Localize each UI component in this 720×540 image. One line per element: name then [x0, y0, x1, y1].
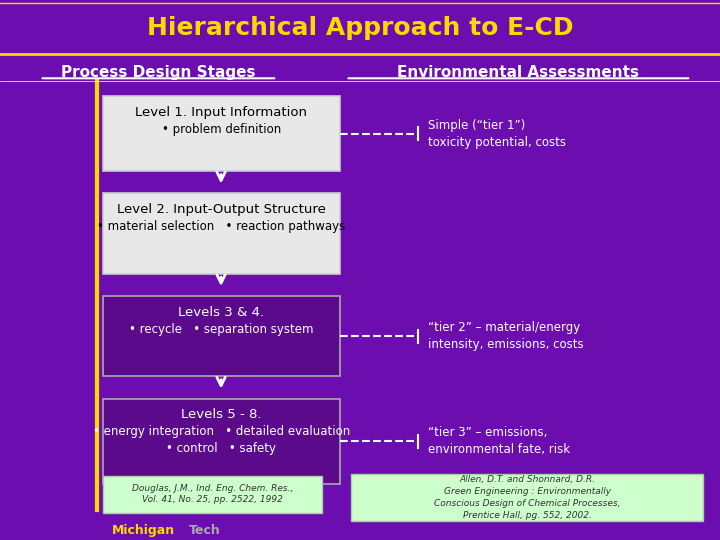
- Text: “tier 3” – emissions,
environmental fate, risk: “tier 3” – emissions, environmental fate…: [428, 427, 570, 456]
- Text: Douglas, J.M., Ind. Eng. Chem. Res.,
Vol. 41, No. 25, pp. 2522, 1992: Douglas, J.M., Ind. Eng. Chem. Res., Vol…: [132, 484, 293, 503]
- Text: Levels 3 & 4.: Levels 3 & 4.: [179, 306, 264, 319]
- Text: Allen, D.T. and Shonnard, D.R.
Green Engineering : Environmentally
Conscious Des: Allen, D.T. and Shonnard, D.R. Green Eng…: [434, 475, 621, 519]
- Text: “tier 2” – material/energy
intensity, emissions, costs: “tier 2” – material/energy intensity, em…: [428, 321, 584, 351]
- FancyBboxPatch shape: [0, 0, 720, 54]
- Text: Michigan: Michigan: [112, 524, 175, 537]
- FancyBboxPatch shape: [103, 96, 340, 171]
- Text: • control   • safety: • control • safety: [166, 442, 276, 455]
- FancyBboxPatch shape: [103, 193, 340, 274]
- Text: Hierarchical Approach to E-CD: Hierarchical Approach to E-CD: [147, 16, 573, 40]
- Text: • energy integration   • detailed evaluation: • energy integration • detailed evaluati…: [93, 426, 350, 438]
- FancyBboxPatch shape: [351, 474, 703, 521]
- Text: • problem definition: • problem definition: [162, 123, 281, 136]
- Text: Environmental Assessments: Environmental Assessments: [397, 65, 639, 80]
- Text: Level 1. Input Information: Level 1. Input Information: [135, 106, 307, 119]
- Text: Level 2. Input-Output Structure: Level 2. Input-Output Structure: [117, 203, 326, 216]
- FancyBboxPatch shape: [103, 399, 340, 484]
- FancyBboxPatch shape: [103, 476, 322, 513]
- Text: Process Design Stages: Process Design Stages: [61, 65, 256, 80]
- Text: • recycle   • separation system: • recycle • separation system: [129, 323, 314, 336]
- Text: Levels 5 - 8.: Levels 5 - 8.: [181, 408, 261, 421]
- Text: • material selection   • reaction pathways: • material selection • reaction pathways: [97, 220, 346, 233]
- Text: Simple (“tier 1”)
toxicity potential, costs: Simple (“tier 1”) toxicity potential, co…: [428, 119, 567, 148]
- Text: Tech: Tech: [189, 524, 220, 537]
- FancyBboxPatch shape: [103, 296, 340, 376]
